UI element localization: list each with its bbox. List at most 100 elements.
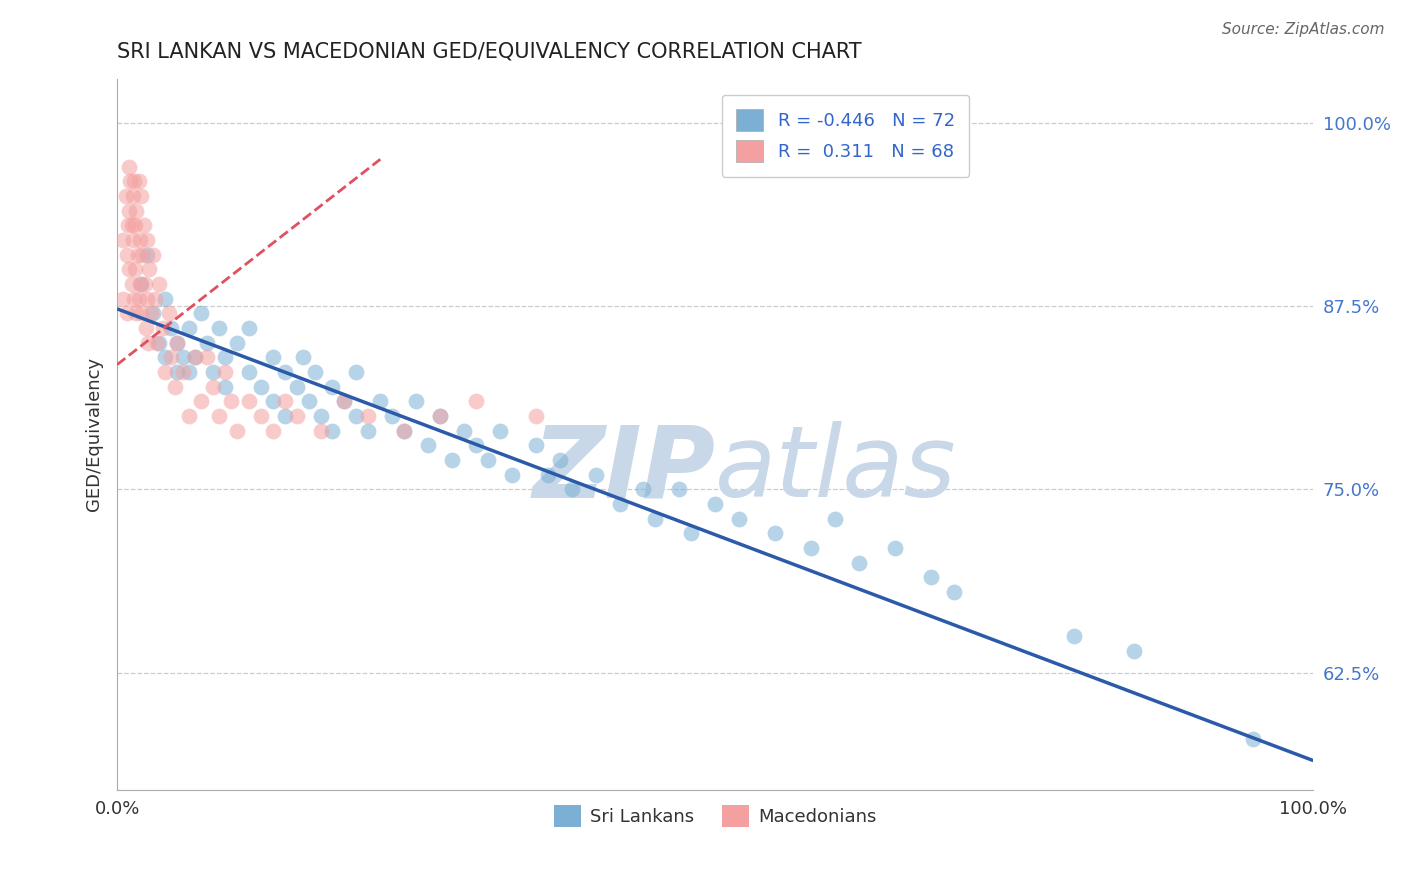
Point: [273, 394, 295, 409]
Point: [136, 233, 159, 247]
Point: [129, 189, 152, 203]
Point: [214, 379, 236, 393]
Point: [489, 424, 512, 438]
Point: [177, 365, 200, 379]
Point: [381, 409, 404, 423]
Point: [681, 526, 703, 541]
Point: [262, 424, 284, 438]
Point: [166, 335, 188, 350]
Point: [344, 365, 367, 379]
Point: [501, 467, 523, 482]
Point: [124, 219, 146, 233]
Point: [129, 306, 152, 320]
Point: [125, 203, 148, 218]
Point: [127, 247, 149, 261]
Y-axis label: GED/Equivalency: GED/Equivalency: [86, 357, 103, 511]
Point: [1122, 643, 1144, 657]
Point: [184, 351, 207, 365]
Point: [131, 247, 153, 261]
Point: [166, 365, 188, 379]
Point: [153, 292, 176, 306]
Point: [644, 511, 666, 525]
Point: [394, 424, 416, 438]
Point: [138, 262, 160, 277]
Point: [195, 335, 218, 350]
Point: [1063, 629, 1085, 643]
Point: [190, 394, 212, 409]
Point: [262, 351, 284, 365]
Point: [114, 189, 136, 203]
Point: [333, 394, 356, 409]
Point: [273, 409, 295, 423]
Point: [304, 365, 326, 379]
Text: SRI LANKAN VS MACEDONIAN GED/EQUIVALENCY CORRELATION CHART: SRI LANKAN VS MACEDONIAN GED/EQUIVALENCY…: [117, 42, 862, 62]
Point: [121, 277, 143, 291]
Point: [139, 306, 162, 320]
Point: [465, 394, 488, 409]
Point: [134, 277, 156, 291]
Point: [115, 306, 138, 320]
Point: [728, 511, 751, 525]
Legend: Sri Lankans, Macedonians: Sri Lankans, Macedonians: [547, 797, 883, 834]
Point: [135, 321, 157, 335]
Point: [163, 379, 186, 393]
Point: [184, 351, 207, 365]
Point: [148, 277, 170, 291]
Point: [561, 482, 583, 496]
Point: [129, 277, 152, 291]
Point: [249, 409, 271, 423]
Point: [633, 482, 655, 496]
Point: [142, 247, 165, 261]
Point: [357, 424, 380, 438]
Point: [148, 335, 170, 350]
Point: [128, 292, 150, 306]
Point: [208, 321, 231, 335]
Point: [321, 379, 343, 393]
Point: [309, 424, 332, 438]
Point: [128, 174, 150, 188]
Point: [145, 335, 167, 350]
Point: [121, 189, 143, 203]
Text: Source: ZipAtlas.com: Source: ZipAtlas.com: [1222, 22, 1385, 37]
Point: [920, 570, 942, 584]
Point: [160, 321, 183, 335]
Point: [585, 467, 607, 482]
Point: [132, 219, 155, 233]
Point: [118, 262, 141, 277]
Point: [524, 409, 547, 423]
Point: [190, 306, 212, 320]
Point: [117, 219, 139, 233]
Point: [172, 351, 194, 365]
Point: [524, 438, 547, 452]
Point: [166, 335, 188, 350]
Point: [465, 438, 488, 452]
Point: [208, 409, 231, 423]
Point: [441, 453, 464, 467]
Point: [125, 306, 148, 320]
Point: [121, 233, 143, 247]
Point: [145, 292, 167, 306]
Point: [201, 379, 224, 393]
Point: [129, 233, 152, 247]
Point: [177, 409, 200, 423]
Point: [172, 365, 194, 379]
Point: [309, 409, 332, 423]
Point: [291, 351, 314, 365]
Point: [118, 203, 141, 218]
Point: [477, 453, 499, 467]
Point: [357, 409, 380, 423]
Point: [321, 424, 343, 438]
Point: [136, 292, 159, 306]
Point: [333, 394, 356, 409]
Point: [153, 365, 176, 379]
Point: [157, 306, 180, 320]
Point: [824, 511, 846, 525]
Point: [273, 365, 295, 379]
Point: [177, 321, 200, 335]
Text: ZIP: ZIP: [533, 421, 716, 518]
Point: [121, 219, 143, 233]
Point: [418, 438, 440, 452]
Point: [344, 409, 367, 423]
Point: [160, 351, 183, 365]
Point: [112, 233, 135, 247]
